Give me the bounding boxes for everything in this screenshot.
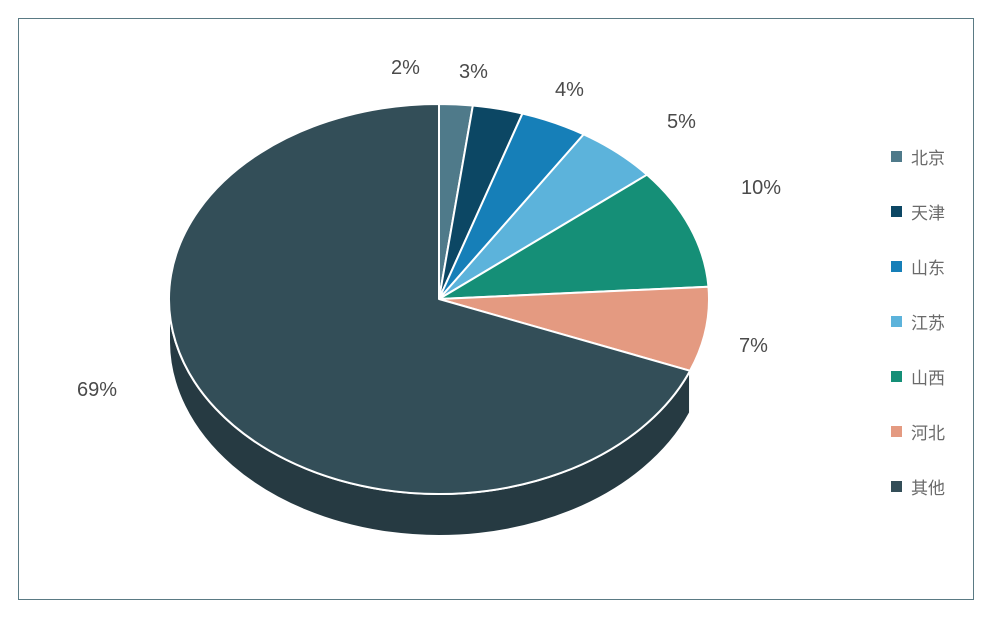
slice-percent-label: 4% [555, 79, 584, 102]
legend-item: 天津 [891, 199, 945, 224]
pie-chart [19, 19, 973, 599]
legend-item: 江苏 [891, 309, 945, 334]
legend-swatch [891, 261, 902, 272]
legend-label: 天津 [911, 199, 945, 224]
slice-percent-label: 2% [391, 57, 420, 80]
legend-swatch [891, 426, 902, 437]
legend-item: 河北 [891, 419, 945, 444]
chart-container: 北京天津山东江苏山西河北其他 2% 3% 4% 5% 10% 7% 69% [0, 0, 992, 618]
legend-label: 山东 [911, 254, 945, 279]
legend-label: 江苏 [911, 309, 945, 334]
legend-swatch [891, 206, 902, 217]
legend-swatch [891, 316, 902, 327]
legend-item: 山西 [891, 364, 945, 389]
legend-swatch [891, 151, 902, 162]
slice-percent-label: 69% [77, 379, 117, 402]
legend-swatch [891, 371, 902, 382]
legend-item: 北京 [891, 144, 945, 169]
slice-percent-label: 10% [741, 177, 781, 200]
legend-label: 河北 [911, 419, 945, 444]
slice-percent-label: 5% [667, 111, 696, 134]
legend-item: 其他 [891, 474, 945, 499]
legend-label: 山西 [911, 364, 945, 389]
slice-percent-label: 7% [739, 335, 768, 358]
legend-swatch [891, 481, 902, 492]
legend: 北京天津山东江苏山西河北其他 [891, 144, 945, 529]
slice-percent-label: 3% [459, 61, 488, 84]
chart-frame: 北京天津山东江苏山西河北其他 2% 3% 4% 5% 10% 7% 69% [18, 18, 974, 600]
legend-item: 山东 [891, 254, 945, 279]
legend-label: 其他 [911, 474, 945, 499]
legend-label: 北京 [911, 144, 945, 169]
